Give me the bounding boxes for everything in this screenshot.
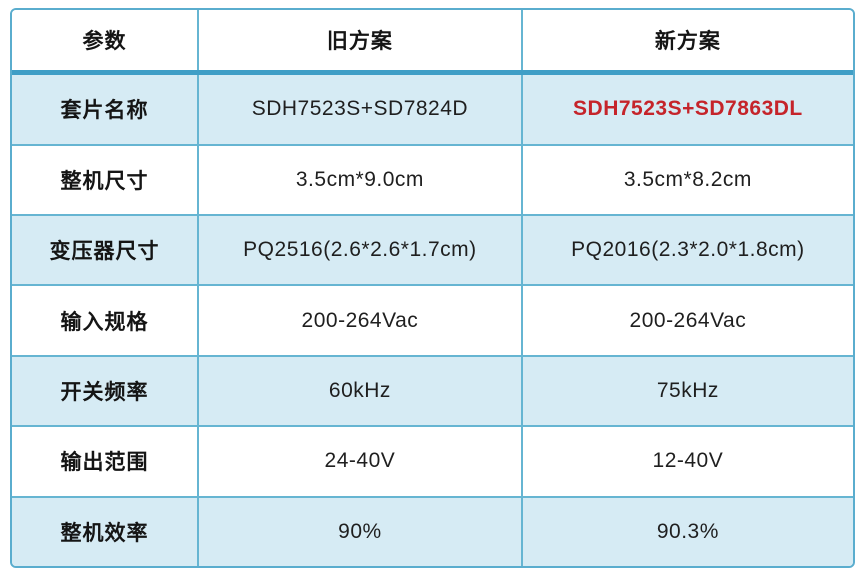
old-value: SDH7523S+SD7824D: [197, 75, 521, 144]
old-value: 90%: [197, 497, 521, 566]
param-label: 变压器尺寸: [49, 240, 160, 264]
param-label: 输入规格: [60, 310, 149, 334]
new-value: PQ2016(2.3*2.0*1.8cm): [520, 216, 853, 285]
header-cell-param: 参数: [82, 30, 127, 54]
old-value: 60kHz: [197, 356, 521, 426]
param-label: 开关频率: [60, 381, 149, 405]
param-label: 输出范围: [60, 451, 149, 475]
new-value: 90.3%: [520, 497, 853, 566]
table-header-row: 参数 旧方案 新方案: [12, 10, 853, 76]
old-value: 24-40V: [197, 427, 521, 496]
solution-comparison-table: 参数 旧方案 新方案 套片名称 SDH7523S+SD7824D SDH7523…: [10, 8, 855, 568]
table-row-switching-frequency: 开关频率 60kHz 75kHz: [12, 354, 853, 426]
old-value: 200-264Vac: [197, 286, 521, 355]
new-value-highlighted: SDH7523S+SD7863DL: [520, 75, 853, 144]
old-value: PQ2516(2.6*2.6*1.7cm): [197, 216, 521, 285]
header-cell-old-solution: 旧方案: [197, 10, 521, 71]
table-row-transformer-size: 变压器尺寸 PQ2516(2.6*2.6*1.7cm) PQ2016(2.3*2…: [12, 214, 853, 285]
table-row-overall-efficiency: 整机效率 90% 90.3%: [12, 495, 853, 566]
param-label: 整机效率: [60, 521, 149, 545]
header-cell-new-solution: 新方案: [520, 10, 853, 71]
table-row-output-range: 输出范围 24-40V 12-40V: [12, 425, 853, 496]
param-label: 套片名称: [60, 99, 149, 123]
old-value: 3.5cm*9.0cm: [197, 145, 521, 214]
table-row-input-spec: 输入规格 200-264Vac 200-264Vac: [12, 284, 853, 355]
new-value: 12-40V: [520, 427, 853, 496]
new-value: 75kHz: [520, 356, 853, 426]
new-value: 3.5cm*8.2cm: [520, 145, 853, 214]
new-value: 200-264Vac: [520, 286, 853, 355]
table-row-chipset-name: 套片名称 SDH7523S+SD7824D SDH7523S+SD7863DL: [12, 75, 853, 144]
param-label: 整机尺寸: [60, 169, 149, 193]
table-row-unit-size: 整机尺寸 3.5cm*9.0cm 3.5cm*8.2cm: [12, 143, 853, 214]
